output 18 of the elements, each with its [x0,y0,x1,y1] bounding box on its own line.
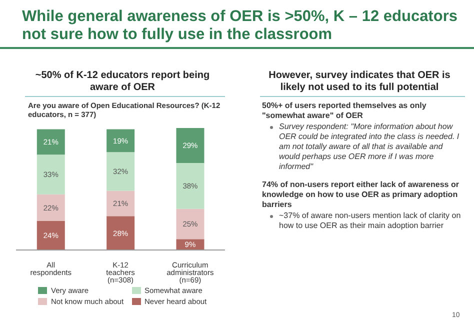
bar [36,194,65,222]
chart-title: While general awareness of OER is >50%, K – 12 educators not sure how to fully use in the classroom [22,8,458,44]
bar [176,208,204,240]
text: Survey respondent: "More information about how OER could be integrated into the class is needed. I am not totally aware of all that is available and would perhaps use OER more if I was more informed" [279,122,460,172]
text: 50%+ of users reported themselves as only "somewhat aware" of OER [262,101,428,121]
bar [106,190,135,216]
bar [106,216,135,250]
text: ~37% of aware non-users mention lack of clarity on how to use OER as their main adoption barrier [279,211,462,231]
bar [176,163,204,209]
bar [36,154,65,194]
bar [36,221,65,250]
bar [36,129,65,155]
bar [106,152,135,191]
text: However, survey indicates that OER is likely not used to its full potential [268,70,452,94]
text: 74% of non-users report either lack of awareness or knowledge on how to use OER as primary adoption barriers [262,180,460,210]
bar [106,129,135,152]
bar [176,128,204,164]
chart-subtitle: ~50% of K-12 educators report being aware of OER [34,70,211,94]
